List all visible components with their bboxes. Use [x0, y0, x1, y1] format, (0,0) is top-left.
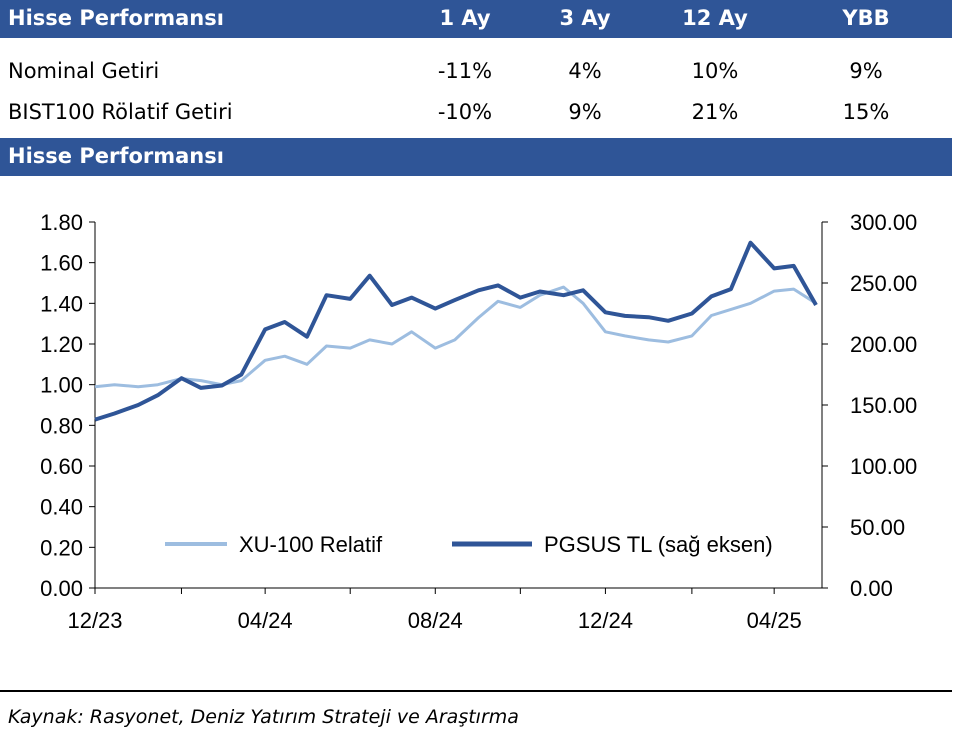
- chart-legend: XU-100 Relatif PGSUS TL (sağ eksen): [165, 532, 773, 557]
- pgsus-line: [94, 240, 818, 422]
- left-tick-label: 1.40: [40, 291, 83, 316]
- right-tick-label: 300.00: [850, 210, 917, 235]
- section-header: Hisse Performansı: [0, 138, 952, 176]
- right-tick-label: 200.00: [850, 332, 917, 357]
- source-note: Kaynak: Rasyonet, Deniz Yatırım Strateji…: [8, 706, 519, 728]
- col-1-ay: 1 Ay: [439, 6, 491, 30]
- left-tick-label: 0.80: [40, 413, 83, 438]
- table-row: BIST100 Rölatif Getiri -10% 9% 21% 15%: [0, 93, 952, 133]
- table-row: Nominal Getiri -11% 4% 10% 9%: [0, 52, 952, 92]
- divider: [0, 690, 952, 692]
- left-tick-label: 0.00: [40, 576, 83, 601]
- chart-series: [94, 240, 818, 422]
- section-title: Hisse Performansı: [8, 144, 224, 168]
- cell: 15%: [842, 100, 890, 124]
- x-tick-label: 08/24: [408, 608, 463, 633]
- cell: 9%: [568, 100, 602, 124]
- cell: 21%: [691, 100, 739, 124]
- cell: 10%: [691, 59, 739, 83]
- row-label: Nominal Getiri: [8, 59, 160, 83]
- col-ybb: YBB: [842, 6, 890, 30]
- right-tick-label: 150.00: [850, 393, 917, 418]
- left-tick-label: 0.60: [40, 454, 83, 479]
- right-tick-label: 50.00: [850, 515, 905, 540]
- cell: -11%: [437, 59, 493, 83]
- chart-axes: 0.00 0.20 0.40 0.60 0.80 1.00 1.20 1.40 1.60 1.80…: [40, 210, 917, 633]
- left-tick-label: 1.20: [40, 332, 83, 357]
- table-title: Hisse Performansı: [8, 6, 224, 30]
- right-tick-label: 0.00: [850, 576, 893, 601]
- right-tick-label: 250.00: [850, 271, 917, 296]
- legend-label: XU-100 Relatif: [239, 532, 383, 557]
- x-tick-label: 12/24: [578, 608, 633, 633]
- col-12-ay: 12 Ay: [682, 6, 748, 30]
- x-tick-label: 12/23: [67, 608, 122, 633]
- xu100-relatif-line: [94, 285, 817, 389]
- cell: 4%: [568, 59, 602, 83]
- cell: -10%: [437, 100, 493, 124]
- left-tick-label: 1.60: [40, 251, 83, 276]
- left-tick-label: 0.20: [40, 535, 83, 560]
- cell: 9%: [849, 59, 883, 83]
- x-tick-label: 04/25: [747, 608, 802, 633]
- table-header: Hisse Performansı 1 Ay 3 Ay 12 Ay YBB: [0, 0, 952, 38]
- legend-label: PGSUS TL (sağ eksen): [544, 532, 773, 557]
- left-tick-label: 1.00: [40, 373, 83, 398]
- x-tick-label: 04/24: [238, 608, 293, 633]
- col-3-ay: 3 Ay: [559, 6, 611, 30]
- performance-chart: 0.00 0.20 0.40 0.60 0.80 1.00 1.20 1.40 1.60 1.80…: [40, 210, 917, 633]
- left-tick-label: 1.80: [40, 210, 83, 235]
- right-tick-label: 100.00: [850, 454, 917, 479]
- row-label: BIST100 Rölatif Getiri: [8, 100, 233, 124]
- left-tick-label: 0.40: [40, 495, 83, 520]
